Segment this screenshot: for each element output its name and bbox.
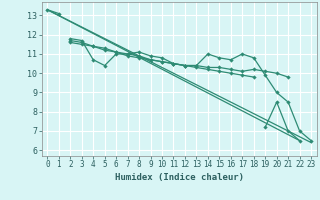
X-axis label: Humidex (Indice chaleur): Humidex (Indice chaleur): [115, 173, 244, 182]
